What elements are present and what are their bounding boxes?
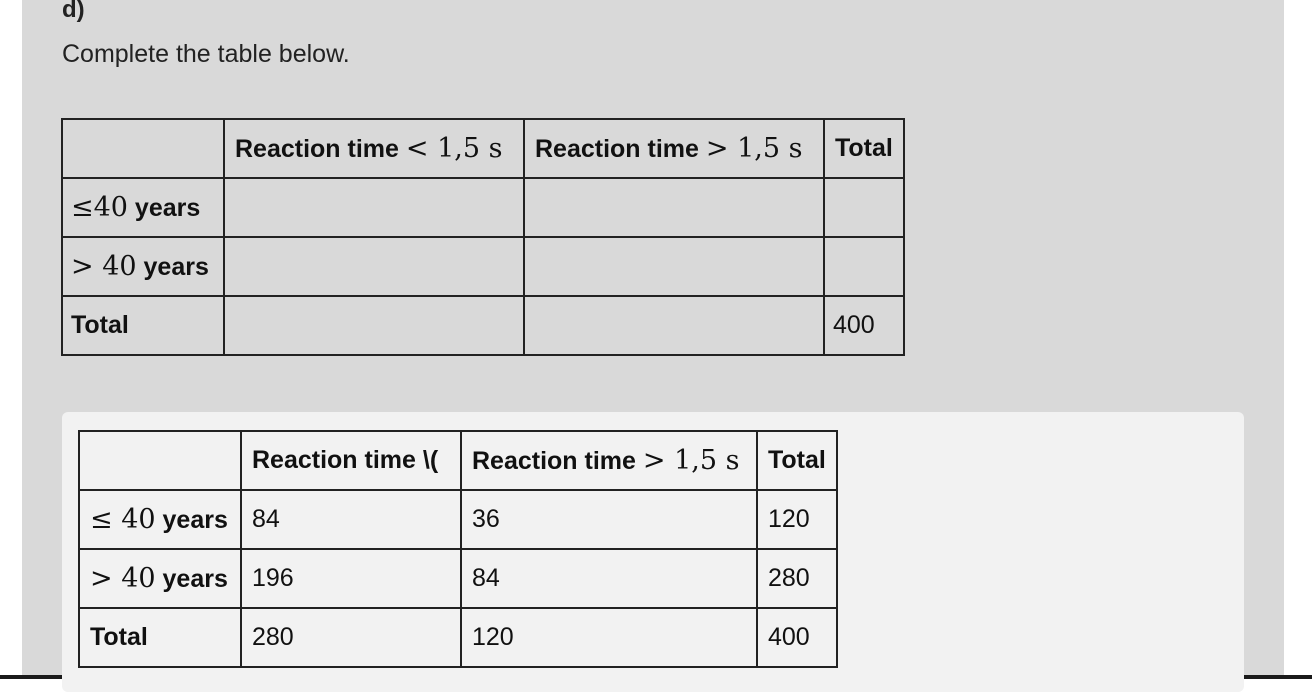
row-label-text: years: [155, 506, 228, 534]
header-math: > 1,5 s: [642, 445, 740, 476]
header-blank: [61, 118, 225, 179]
cell-input[interactable]: [823, 177, 905, 238]
question-table: Reaction time < 1,5 s Reaction time > 1,…: [61, 118, 905, 356]
cell-input[interactable]: [523, 295, 825, 356]
table-row: Total 400: [61, 295, 905, 356]
cell-input[interactable]: [223, 295, 525, 356]
row-label-math: > 40: [71, 251, 137, 282]
table-header-row: Reaction time < 1,5 s Reaction time > 1,…: [61, 118, 905, 179]
header-reaction-over: Reaction time > 1,5 s: [460, 430, 758, 491]
header-text: Reaction time: [235, 135, 406, 163]
cell-input[interactable]: [823, 236, 905, 297]
cell-input[interactable]: [223, 177, 525, 238]
header-total: Total: [823, 118, 905, 179]
row-label-total: Total: [78, 607, 242, 668]
cell-value: 84: [460, 548, 758, 609]
header-math: > 1,5 s: [705, 133, 803, 164]
row-label-text: years: [155, 565, 228, 593]
row-label-total: Total: [61, 295, 225, 356]
row-label: ≤ 40 years: [78, 489, 242, 550]
cell-value: 84: [240, 489, 462, 550]
cell-value: 120: [756, 489, 838, 550]
row-label-text: years: [127, 194, 201, 222]
header-math: < 1,5 s: [405, 133, 503, 164]
cell-value: 280: [756, 548, 838, 609]
cell-value: 400: [756, 607, 838, 668]
answer-table: Reaction time \( Reaction time > 1,5 s T…: [78, 430, 838, 668]
table-row: ≤ 40 years 84 36 120: [78, 489, 838, 550]
cell-value: 120: [460, 607, 758, 668]
row-label: > 40 years: [61, 236, 225, 297]
row-label-math: ≤ 40: [90, 504, 156, 535]
row-label-math: > 40: [90, 563, 156, 594]
question-label: d): [62, 0, 85, 23]
row-label: ≤40 years: [61, 177, 225, 238]
cell-grand-total: 400: [823, 295, 905, 356]
header-blank: [78, 430, 242, 491]
cell-input[interactable]: [523, 236, 825, 297]
row-label: > 40 years: [78, 548, 242, 609]
table-row: Total 280 120 400: [78, 607, 838, 668]
header-reaction-under: Reaction time \(: [240, 430, 462, 491]
table-row: ≤40 years: [61, 177, 905, 238]
header-reaction-under: Reaction time < 1,5 s: [223, 118, 525, 179]
cell-input[interactable]: [523, 177, 825, 238]
header-reaction-over: Reaction time > 1,5 s: [523, 118, 825, 179]
row-label-math: ≤40: [71, 192, 128, 223]
cell-value: 36: [460, 489, 758, 550]
cell-input[interactable]: [223, 236, 525, 297]
table-row: > 40 years: [61, 236, 905, 297]
header-text: Reaction time: [535, 135, 706, 163]
instruction-text: Complete the table below.: [62, 40, 350, 68]
header-text: Reaction time: [472, 447, 643, 475]
cell-value: 196: [240, 548, 462, 609]
header-total: Total: [756, 430, 838, 491]
table-header-row: Reaction time \( Reaction time > 1,5 s T…: [78, 430, 838, 491]
cell-value: 280: [240, 607, 462, 668]
row-label-text: years: [136, 253, 209, 281]
table-row: > 40 years 196 84 280: [78, 548, 838, 609]
